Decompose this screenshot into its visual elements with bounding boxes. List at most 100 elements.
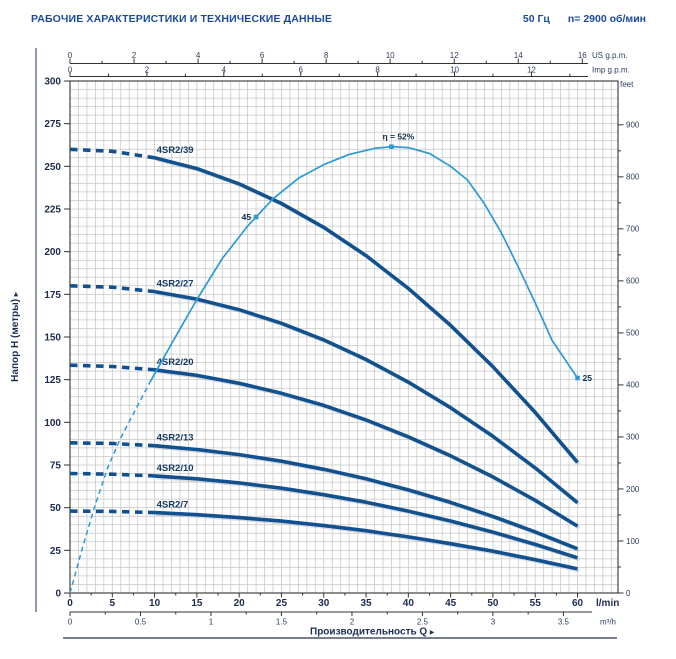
efficiency-curve: 45 η = 52% 25 — [69, 132, 593, 594]
lmin-tick-label: 35 — [360, 598, 372, 609]
curve-solid-segment — [154, 510, 578, 571]
head-axis-title: Напор H (метры) ▸ — [10, 291, 21, 382]
head-tick-label: 225 — [44, 205, 61, 216]
curve-dashed-segment — [69, 441, 155, 448]
rotation-speed-label: n= 2900 об/мин — [567, 13, 646, 25]
efficiency-point-52 — [389, 144, 394, 150]
us-g-p-m-axis: 0 2 4 6 8 10 12 14 16 US g.p.m. — [68, 51, 628, 64]
curve-shadow — [156, 158, 581, 466]
feet-tick-label: 800 — [626, 173, 640, 182]
curve-dashed-segment — [69, 471, 155, 478]
m3h-tick-label: 3.5 — [558, 618, 570, 627]
head-tick-label: 25 — [50, 546, 62, 557]
curve-label-4sr2-7: 4SR2/7 — [157, 500, 189, 511]
lmin-tick-label: 25 — [276, 598, 288, 609]
head-tick-label: 100 — [44, 418, 61, 429]
head-tick-label: 50 — [50, 503, 62, 514]
curve-solid-segment — [154, 443, 579, 551]
curve-solid-segment — [154, 289, 579, 505]
head-tick-label: 200 — [44, 247, 61, 258]
efficiency-point-45-label: 45 — [242, 212, 252, 222]
feet-unit-label: feet — [620, 80, 634, 89]
head-tick-label: 300 — [44, 77, 61, 88]
lmin-tick-label: 60 — [572, 598, 584, 609]
us-g-p-m-unit-label: US g.p.m. — [592, 51, 628, 60]
curve-label-4sr2-10: 4SR2/10 — [157, 463, 194, 474]
feet-tick-label: 0 — [626, 589, 631, 598]
head-axis-feet: 0 100 200 300 400 500 600 700 800 900 feet — [618, 80, 640, 598]
feet-tick-label: 100 — [626, 537, 640, 546]
feet-tick-label: 400 — [626, 381, 640, 390]
head-tick-label: 175 — [44, 290, 61, 301]
gpm-tick-label: 4 — [196, 51, 201, 60]
gpm-tick-label: 2 — [132, 51, 137, 60]
head-tick-label: 275 — [44, 119, 61, 130]
lmin-tick-label: 50 — [487, 598, 499, 609]
curve-solid-segment — [154, 474, 579, 560]
head-tick-label: 125 — [44, 375, 61, 386]
gpm-tick-label: 6 — [260, 51, 265, 60]
gpm-tick-label: 14 — [514, 51, 523, 60]
m3h-tick-label: 2 — [350, 618, 355, 627]
curve-dashed-segment — [69, 284, 155, 294]
pump-curve-4sr2-10: 4SR2/10 — [69, 463, 580, 562]
flow-axis-title: Производительность Q ▸ — [310, 627, 435, 638]
m3h-unit-label: m³/h — [600, 618, 616, 627]
efficiency-dashed-segment — [69, 381, 152, 594]
lmin-unit-label: l/min — [596, 598, 619, 609]
curve-dashed-segment — [69, 509, 155, 515]
gpm-tick-label: 8 — [375, 66, 380, 75]
feet-tick-label: 700 — [626, 225, 640, 234]
efficiency-point-52-label: η = 52% — [382, 132, 414, 142]
m3h-tick-label: 0 — [68, 618, 73, 627]
gpm-tick-label: 16 — [578, 51, 587, 60]
frequency-label: 50 Гц — [522, 13, 550, 25]
gpm-tick-label: 10 — [450, 66, 459, 75]
page-header: РАБОЧИЕ ХАРАКТЕРИСТИКИ И ТЕХНИЧЕСКИЕ ДАН… — [31, 13, 646, 25]
gpm-tick-label: 2 — [145, 66, 150, 75]
curve-label-4sr2-39: 4SR2/39 — [157, 145, 194, 156]
gpm-tick-label: 4 — [222, 66, 227, 75]
m3h-tick-label: 1 — [209, 618, 214, 627]
head-tick-label: 150 — [44, 333, 61, 344]
feet-tick-label: 300 — [626, 433, 640, 442]
head-tick-label: 0 — [55, 589, 61, 600]
gpm-tick-label: 12 — [527, 66, 536, 75]
curve-shadow — [156, 512, 580, 573]
m3h-tick-label: 0.5 — [135, 618, 147, 627]
curve-label-4sr2-20: 4SR2/20 — [157, 357, 194, 368]
gpm-tick-label: 0 — [68, 66, 73, 75]
imp-g-p-m-unit-label: Imp g.p.m. — [592, 66, 630, 75]
efficiency-point-25-label: 25 — [583, 373, 593, 383]
efficiency-point-25 — [575, 375, 580, 381]
head-axis-title-text: Напор H (метры) ▸ — [10, 291, 21, 382]
gpm-tick-label: 10 — [386, 51, 395, 60]
head-tick-label: 250 — [44, 162, 61, 173]
page-title: РАБОЧИЕ ХАРАКТЕРИСТИКИ И ТЕХНИЧЕСКИЕ ДАН… — [31, 13, 333, 25]
imp-g-p-m-axis: 0 2 4 6 8 10 12 Imp g.p.m. — [68, 66, 630, 77]
curve-dashed-segment — [69, 147, 155, 160]
lmin-tick-label: 45 — [445, 598, 457, 609]
pump-curve-4sr2-7: 4SR2/7 — [69, 500, 580, 573]
feet-tick-label: 200 — [626, 485, 640, 494]
lmin-tick-label: 10 — [149, 598, 161, 609]
curve-solid-segment — [154, 156, 579, 464]
efficiency-point-45 — [253, 214, 259, 220]
gpm-tick-label: 6 — [298, 66, 303, 75]
flow-axis-m3h: 0 0.5 1 1.5 2 2.5 3 3.5 m³/h — [68, 611, 616, 627]
efficiency-solid-segment — [149, 145, 579, 382]
feet-tick-label: 600 — [626, 277, 640, 286]
m3h-tick-label: 2.5 — [417, 618, 429, 627]
lmin-tick-label: 20 — [234, 598, 246, 609]
m3h-tick-label: 3 — [491, 618, 496, 627]
flow-axis-lmin: 0 5 10 15 20 25 30 35 40 45 50 55 60 l/min — [67, 593, 619, 609]
curve-label-4sr2-27: 4SR2/27 — [157, 279, 194, 290]
head-tick-label: 75 — [50, 461, 62, 472]
gpm-tick-label: 0 — [68, 51, 73, 60]
curve-solid-segment — [154, 368, 579, 528]
feet-tick-label: 900 — [626, 121, 640, 130]
pump-curve-4sr2-39: 4SR2/39 — [69, 145, 581, 466]
lmin-tick-label: 5 — [110, 598, 116, 609]
